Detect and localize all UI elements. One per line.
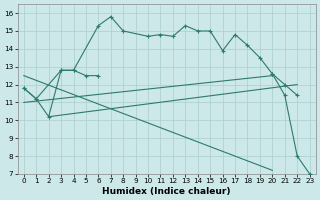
X-axis label: Humidex (Indice chaleur): Humidex (Indice chaleur) (102, 187, 231, 196)
